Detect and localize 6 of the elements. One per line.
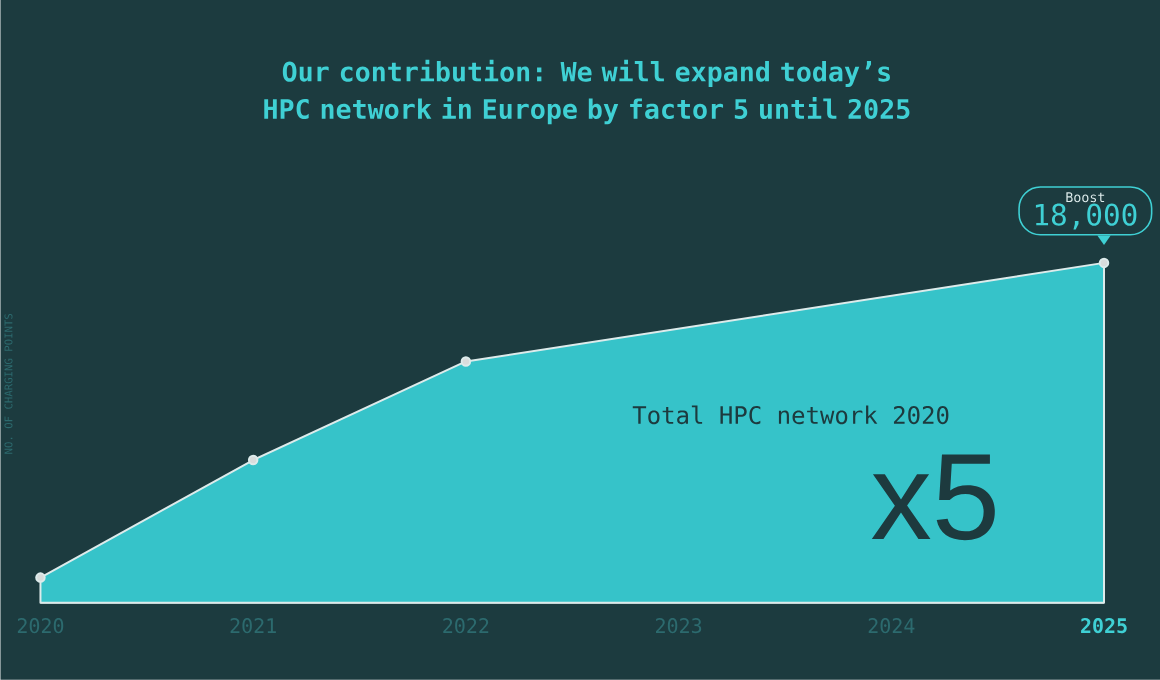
chart-title: Our contribution: We will expand today’s HPC network in Europe by factor 5 until 2025 (264, 59, 910, 125)
text: Boost (1066, 192, 1105, 203)
annotation: Total HPC network 2020 (632, 405, 949, 425)
annotation: x5 (871, 454, 995, 541)
text: 18,000 (1035, 203, 1137, 230)
x-tick-label: 2025 (1081, 618, 1127, 634)
